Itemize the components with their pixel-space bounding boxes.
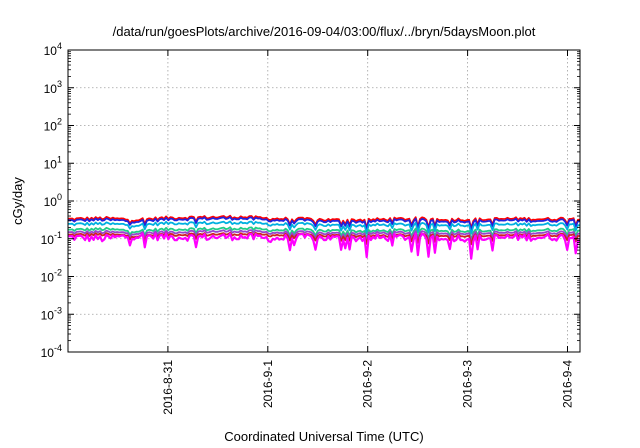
series-line [67,232,581,260]
y-tick-base: 10 [41,308,55,322]
y-tick-label: 10-3 [41,305,62,322]
y-tick-exponent: 3 [57,79,62,89]
y-tick-label: 104 [44,41,62,58]
y-tick-label: 10-2 [41,268,62,285]
y-tick-exponent: -4 [54,343,62,353]
y-tick-exponent: -1 [54,230,62,240]
y-tick-base: 10 [44,120,58,134]
y-tick-base: 10 [44,195,58,209]
x-tick-label: 2016-9-3 [461,360,475,408]
y-tick-label: 10-1 [41,230,62,247]
y-tick-exponent: 1 [57,154,62,164]
y-tick-base: 10 [44,82,58,96]
y-tick-base: 10 [41,346,55,360]
y-tick-exponent: 0 [57,192,62,202]
y-tick-base: 10 [41,271,55,285]
x-axis-label: Coordinated Universal Time (UTC) [224,429,423,444]
chart-title: /data/run/goesPlots/archive/2016-09-04/0… [113,24,536,39]
y-tick-label: 100 [44,192,62,209]
y-tick-base: 10 [44,44,58,58]
y-tick-exponent: -2 [54,268,62,278]
series-line [68,228,581,243]
grid [68,50,580,352]
ticks [68,49,580,353]
x-tick-label: 2016-9-1 [261,360,275,408]
series-line [68,226,581,241]
series-line [68,220,581,235]
y-tick-exponent: 4 [57,41,62,51]
y-tick-label: 10-4 [41,343,62,360]
x-tick-label: 2016-9-4 [561,360,575,408]
series-layer [67,214,581,260]
x-tick-label: 2016-8-31 [161,360,175,415]
x-tick-label: 2016-9-2 [361,360,375,408]
series-line [67,216,581,231]
y-tick-label: 101 [44,154,62,171]
x-tick-labels: 2016-8-31 2016-9-1 2016-9-2 2016-9-3 2016-9-… [161,360,575,415]
y-tick-base: 10 [41,233,55,247]
y-axis-label: cGy/day [10,177,25,225]
y-tick-label: 103 [44,79,62,96]
series-line [68,214,581,230]
y-tick-label: 102 [44,117,62,134]
y-tick-exponent: 2 [57,117,62,127]
y-tick-base: 10 [44,157,58,171]
y-tick-exponent: -3 [54,305,62,315]
